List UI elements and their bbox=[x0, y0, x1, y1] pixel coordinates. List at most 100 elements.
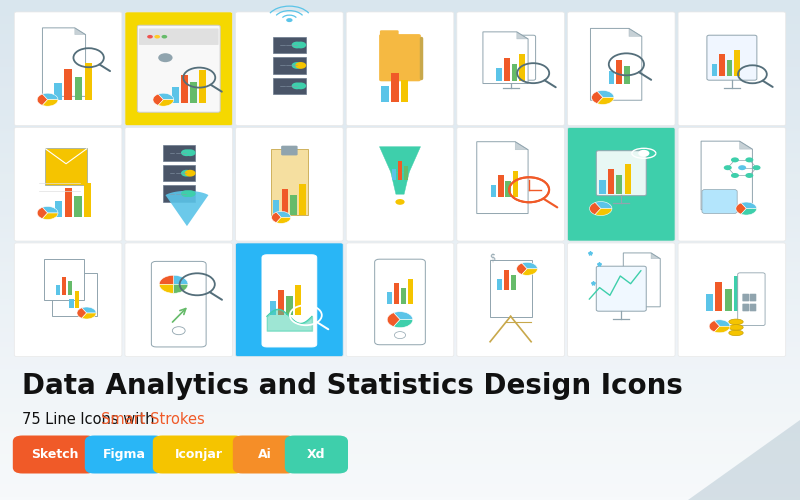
Bar bbox=[401, 80, 409, 102]
Text: Sketch: Sketch bbox=[30, 448, 78, 461]
Bar bbox=[513, 171, 518, 198]
Text: Xd: Xd bbox=[307, 448, 326, 461]
Polygon shape bbox=[483, 32, 528, 84]
Bar bbox=[190, 82, 197, 103]
Bar bbox=[519, 54, 525, 82]
Wedge shape bbox=[158, 100, 174, 106]
FancyBboxPatch shape bbox=[380, 30, 398, 38]
FancyBboxPatch shape bbox=[742, 304, 749, 312]
Bar bbox=[616, 176, 622, 194]
FancyBboxPatch shape bbox=[162, 165, 195, 182]
FancyBboxPatch shape bbox=[567, 12, 675, 126]
Text: Iconjar: Iconjar bbox=[174, 448, 222, 461]
Circle shape bbox=[185, 190, 195, 197]
Text: Data Analytics and Statistics Design Icons: Data Analytics and Statistics Design Ico… bbox=[22, 372, 683, 400]
Bar bbox=[719, 54, 725, 76]
FancyBboxPatch shape bbox=[273, 57, 306, 74]
Bar bbox=[299, 184, 306, 216]
Bar bbox=[398, 162, 402, 180]
Polygon shape bbox=[390, 172, 410, 194]
Wedge shape bbox=[591, 92, 602, 104]
FancyBboxPatch shape bbox=[750, 294, 756, 302]
Bar bbox=[54, 82, 62, 100]
Bar bbox=[715, 282, 722, 310]
FancyBboxPatch shape bbox=[702, 190, 737, 214]
Wedge shape bbox=[714, 320, 730, 326]
Wedge shape bbox=[595, 208, 612, 216]
FancyBboxPatch shape bbox=[13, 436, 96, 474]
FancyBboxPatch shape bbox=[374, 259, 426, 344]
Bar bbox=[181, 75, 188, 103]
Wedge shape bbox=[271, 212, 281, 222]
Circle shape bbox=[292, 62, 302, 69]
Bar bbox=[504, 270, 509, 290]
FancyBboxPatch shape bbox=[738, 273, 765, 326]
Circle shape bbox=[746, 173, 754, 178]
FancyBboxPatch shape bbox=[125, 243, 233, 356]
Wedge shape bbox=[595, 202, 612, 208]
Circle shape bbox=[746, 158, 754, 162]
Bar bbox=[408, 280, 413, 303]
Bar bbox=[74, 196, 82, 217]
Bar bbox=[510, 275, 516, 290]
Wedge shape bbox=[42, 206, 58, 213]
FancyBboxPatch shape bbox=[281, 146, 298, 156]
Ellipse shape bbox=[729, 319, 743, 324]
Wedge shape bbox=[174, 276, 188, 284]
Wedge shape bbox=[42, 100, 58, 106]
Circle shape bbox=[185, 150, 195, 156]
Polygon shape bbox=[517, 32, 528, 39]
Circle shape bbox=[158, 53, 173, 62]
FancyBboxPatch shape bbox=[271, 150, 308, 214]
FancyBboxPatch shape bbox=[233, 436, 296, 474]
FancyBboxPatch shape bbox=[85, 436, 164, 474]
Bar bbox=[616, 60, 622, 84]
Bar bbox=[401, 288, 406, 304]
FancyBboxPatch shape bbox=[457, 128, 565, 241]
Bar bbox=[391, 72, 398, 102]
Text: Ai: Ai bbox=[258, 448, 271, 461]
Ellipse shape bbox=[729, 324, 743, 330]
FancyBboxPatch shape bbox=[457, 12, 565, 126]
Wedge shape bbox=[714, 326, 730, 333]
Bar bbox=[84, 183, 91, 217]
Circle shape bbox=[295, 42, 306, 48]
Bar bbox=[734, 276, 742, 310]
FancyBboxPatch shape bbox=[52, 272, 97, 316]
FancyBboxPatch shape bbox=[125, 12, 233, 126]
FancyBboxPatch shape bbox=[44, 260, 84, 300]
Bar bbox=[712, 64, 718, 76]
Bar bbox=[625, 164, 631, 194]
FancyBboxPatch shape bbox=[235, 243, 343, 356]
Wedge shape bbox=[276, 218, 290, 224]
Bar bbox=[290, 196, 297, 216]
Wedge shape bbox=[741, 208, 757, 215]
Wedge shape bbox=[517, 263, 527, 274]
Bar bbox=[624, 66, 630, 84]
FancyBboxPatch shape bbox=[162, 144, 195, 161]
FancyBboxPatch shape bbox=[346, 128, 454, 241]
FancyBboxPatch shape bbox=[235, 128, 343, 241]
Text: Smart Strokes: Smart Strokes bbox=[101, 412, 205, 428]
Wedge shape bbox=[153, 94, 163, 106]
Wedge shape bbox=[276, 212, 290, 218]
Wedge shape bbox=[42, 213, 58, 220]
Bar bbox=[404, 166, 409, 180]
Text: $: $ bbox=[489, 253, 495, 263]
Polygon shape bbox=[623, 253, 660, 307]
FancyBboxPatch shape bbox=[457, 243, 565, 356]
FancyBboxPatch shape bbox=[486, 35, 536, 80]
Wedge shape bbox=[37, 94, 47, 106]
Bar bbox=[65, 188, 72, 217]
Wedge shape bbox=[82, 313, 96, 319]
FancyBboxPatch shape bbox=[14, 12, 122, 126]
FancyBboxPatch shape bbox=[750, 304, 756, 312]
FancyBboxPatch shape bbox=[125, 128, 233, 241]
Polygon shape bbox=[379, 146, 421, 172]
Bar bbox=[55, 285, 60, 296]
Bar bbox=[609, 70, 614, 84]
Bar bbox=[282, 188, 288, 216]
Polygon shape bbox=[688, 420, 800, 500]
FancyBboxPatch shape bbox=[153, 436, 244, 474]
Bar bbox=[278, 290, 284, 316]
